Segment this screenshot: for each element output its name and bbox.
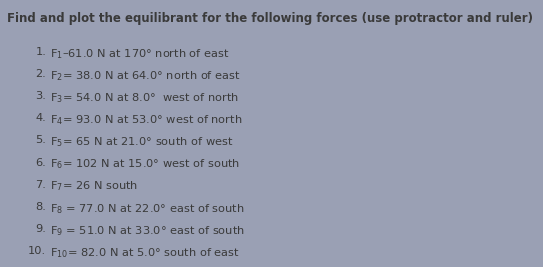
Text: 1.: 1. [35, 47, 46, 57]
Text: 2.: 2. [35, 69, 46, 79]
Text: $\mathregular{F_{7}}$= 26 N south: $\mathregular{F_{7}}$= 26 N south [50, 180, 138, 194]
Text: $\mathregular{F_{10}}$= 82.0 N at 5.0° south of east: $\mathregular{F_{10}}$= 82.0 N at 5.0° s… [50, 246, 239, 260]
Text: 5.: 5. [35, 135, 46, 145]
Text: 10.: 10. [28, 246, 46, 256]
Text: 6.: 6. [35, 158, 46, 167]
Text: $\mathregular{F_{8}}$ = 77.0 N at 22.0° east of south: $\mathregular{F_{8}}$ = 77.0 N at 22.0° … [50, 202, 244, 216]
Text: $\mathregular{F_{1}}$–61.0 N at 170° north of east: $\mathregular{F_{1}}$–61.0 N at 170° nor… [50, 47, 230, 61]
Text: Find and plot the equilibrant for the following forces (use protractor and ruler: Find and plot the equilibrant for the fo… [7, 12, 533, 25]
Text: $\mathregular{F_{5}}$= 65 N at 21.0° south of west: $\mathregular{F_{5}}$= 65 N at 21.0° sou… [50, 135, 233, 149]
Text: $\mathregular{F_{4}}$= 93.0 N at 53.0° west of north: $\mathregular{F_{4}}$= 93.0 N at 53.0° w… [50, 113, 242, 127]
Text: 9.: 9. [35, 224, 46, 234]
Text: $\mathregular{F_{2}}$= 38.0 N at 64.0° north of east: $\mathregular{F_{2}}$= 38.0 N at 64.0° n… [50, 69, 241, 83]
Text: 8.: 8. [35, 202, 46, 212]
Text: 3.: 3. [35, 91, 46, 101]
Text: $\mathregular{F_{6}}$= 102 N at 15.0° west of south: $\mathregular{F_{6}}$= 102 N at 15.0° we… [50, 158, 240, 171]
Text: $\mathregular{F_{3}}$= 54.0 N at 8.0°  west of north: $\mathregular{F_{3}}$= 54.0 N at 8.0° we… [50, 91, 239, 105]
Text: $\mathregular{F_{9}}$ = 51.0 N at 33.0° east of south: $\mathregular{F_{9}}$ = 51.0 N at 33.0° … [50, 224, 245, 238]
Text: 4.: 4. [35, 113, 46, 123]
Text: 7.: 7. [35, 180, 46, 190]
